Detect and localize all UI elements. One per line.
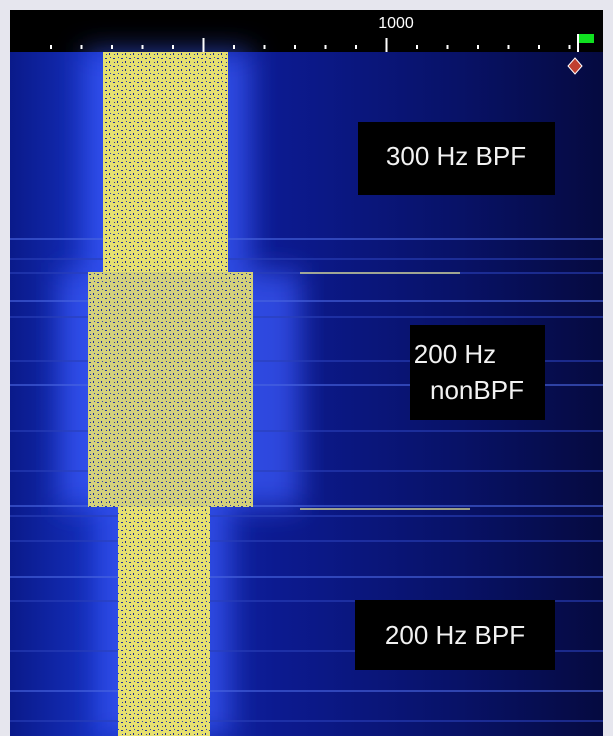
flag-pole	[577, 34, 579, 52]
streak	[10, 316, 603, 318]
annotation: nonBPF	[430, 375, 524, 405]
signal-200bpf	[118, 507, 210, 736]
tick	[294, 45, 296, 49]
cursor-marker	[567, 57, 583, 75]
streak	[300, 508, 470, 510]
ruler-label: 1000	[378, 15, 414, 32]
tick	[111, 45, 113, 49]
streak	[10, 515, 603, 517]
annotation: 300 Hz BPF	[386, 141, 526, 171]
streaks	[10, 238, 603, 722]
ruler-ticks	[50, 38, 571, 52]
streak	[10, 540, 603, 542]
tick	[263, 45, 266, 49]
annotation: 200 Hz	[414, 339, 496, 369]
streak	[10, 430, 603, 432]
streak	[10, 600, 603, 602]
annotation-box	[410, 325, 545, 420]
annotation-box	[355, 600, 555, 670]
tick	[568, 45, 571, 49]
tick	[202, 38, 205, 52]
tick	[538, 45, 540, 49]
tick	[324, 45, 327, 49]
tick	[507, 45, 510, 49]
streak	[10, 258, 603, 260]
streak	[10, 650, 603, 652]
tick	[446, 45, 449, 49]
streak	[10, 470, 603, 472]
streak	[10, 720, 603, 722]
streak	[10, 384, 603, 386]
streak	[10, 360, 603, 362]
tick	[233, 45, 235, 49]
tick	[50, 45, 52, 49]
signal-300bpf	[103, 52, 228, 272]
tick	[477, 45, 479, 49]
tick	[416, 45, 418, 49]
streak	[10, 690, 603, 692]
tick	[141, 45, 144, 49]
tick	[172, 45, 174, 49]
flag	[579, 34, 594, 43]
streak	[10, 576, 603, 578]
signal-200nonbpf	[88, 272, 253, 507]
streak	[10, 505, 603, 507]
streak	[10, 238, 603, 240]
annotation-box	[358, 122, 555, 195]
tick	[355, 45, 357, 49]
tick	[80, 45, 83, 49]
streak	[10, 300, 603, 302]
streak	[300, 272, 460, 274]
tick	[385, 38, 388, 52]
annotation: 200 Hz BPF	[385, 620, 525, 650]
